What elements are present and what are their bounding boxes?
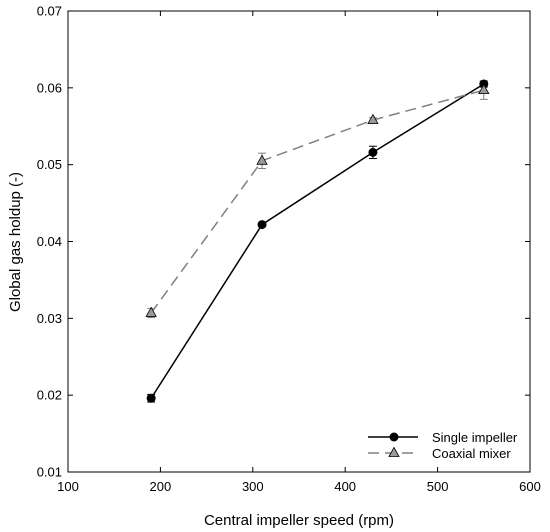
point-coaxial-mixer (478, 83, 490, 95)
point-single-impeller (257, 220, 267, 230)
x-tick-label: 500 (427, 479, 449, 494)
x-tick-label: 300 (242, 479, 264, 494)
legend-label-single-impeller: Single impeller (432, 430, 518, 445)
y-tick-label: 0.01 (37, 465, 62, 480)
series-line-single-impeller (150, 83, 485, 399)
x-tick-label: 200 (150, 479, 172, 494)
tick-labels: 100 200 300 400 500 600 0.01 0.02 0.03 0.04 0.05 0.… (37, 4, 541, 495)
series-lines (150, 83, 485, 399)
data-markers (145, 79, 490, 403)
point-single-impeller (368, 147, 378, 157)
error-bars (147, 80, 488, 403)
y-axis-title: Global gas holdup (-) (7, 172, 24, 312)
y-tick-label: 0.06 (37, 80, 62, 95)
point-coaxial-mixer (367, 113, 379, 125)
series-line-coaxial-mixer (150, 89, 484, 314)
legend-marker-single-impeller (389, 432, 399, 442)
y-tick-label: 0.04 (37, 234, 62, 249)
y-tick-label: 0.07 (37, 4, 62, 19)
axis-ticks (67, 10, 531, 473)
y-tick-label: 0.02 (37, 388, 62, 403)
x-axis-title: Central impeller speed (rpm) (204, 512, 394, 529)
legend-label-coaxial-mixer: Coaxial mixer (432, 446, 511, 461)
y-tick-label: 0.05 (37, 157, 62, 172)
legend-marker-coaxial-mixer (388, 446, 400, 457)
x-tick-label: 400 (334, 479, 356, 494)
y-tick-label: 0.03 (37, 311, 62, 326)
point-coaxial-mixer (256, 154, 268, 165)
x-tick-label: 100 (57, 479, 79, 494)
x-tick-label: 600 (519, 479, 541, 494)
point-coaxial-mixer (145, 306, 157, 317)
plot-area (67, 10, 531, 473)
legend: Single impeller Coaxial mixer (368, 430, 518, 461)
point-single-impeller (146, 393, 156, 403)
